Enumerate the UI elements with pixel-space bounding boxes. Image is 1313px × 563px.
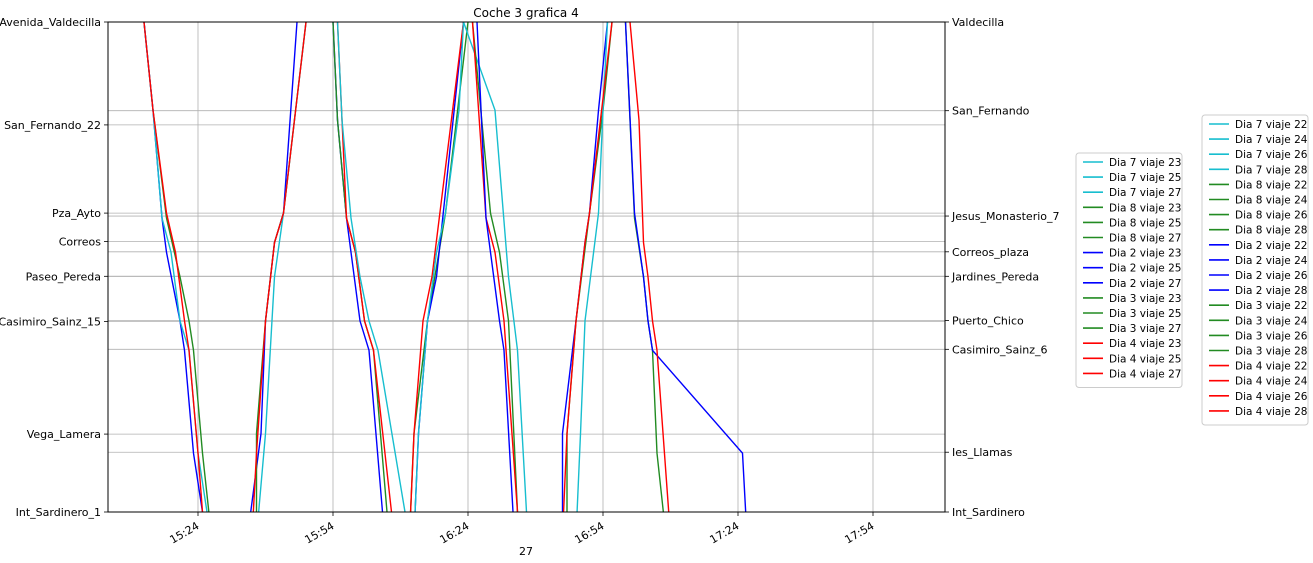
series-line-16 [471,22,519,512]
x-tick-label-1: 15:54 [303,519,337,546]
legend-b-label-18: Dia 4 viaje 26 [1235,391,1308,403]
series-line-0 [143,22,210,512]
right-stop-label-7: Ies_Llamas [952,446,1013,459]
series-line-20 [566,22,613,512]
left-stop-label-7: Int_Sardinero_1 [16,506,101,519]
legend-a-label-3: Dia 8 viaje 23 [1109,202,1181,214]
legend-b-label-1: Dia 7 viaje 24 [1235,134,1308,146]
legend-a-label-0: Dia 7 viaje 23 [1109,157,1181,169]
legend-b-label-2: Dia 7 viaje 26 [1235,149,1308,161]
right-stop-label-4: Jardines_Pereda [951,270,1039,283]
legend-b-label-17: Dia 4 viaje 24 [1235,376,1308,388]
legend-b-label-8: Dia 2 viaje 22 [1235,240,1307,252]
x-tick-label-0: 15:24 [168,519,202,546]
right-stop-label-3: Correos_plaza [952,246,1029,259]
right-stop-label-2: Jesus_Monasterio_7 [951,210,1060,223]
legend-a-label-2: Dia 7 viaje 27 [1109,187,1181,199]
series-line-25 [629,22,670,512]
series-line-10 [336,22,393,512]
legend-b: Dia 7 viaje 22 Dia 7 viaje 24 Dia 7 viaje … [1201,114,1309,426]
series-layer [143,22,747,512]
right-stop-label-1: San_Fernando [952,105,1030,118]
legend-a-label-9: Dia 3 viaje 23 [1109,293,1181,305]
legend-b-label-11: Dia 2 viaje 28 [1235,285,1307,297]
left-stop-label-6: Vega_Lamera [27,428,101,441]
legend-b-label-0: Dia 7 viaje 22 [1235,119,1307,131]
legend-b-label-15: Dia 3 viaje 28 [1235,346,1307,358]
legend-a-label-11: Dia 3 viaje 27 [1109,323,1181,335]
legend-a-label-12: Dia 4 viaje 23 [1109,338,1181,350]
legend-b-label-3: Dia 7 viaje 28 [1235,164,1307,176]
left-stop-label-4: Paseo_Pereda [26,270,101,283]
series-line-3 [143,22,204,512]
left-stop-label-2: Pza_Ayto [52,207,101,220]
x-tick-label-2: 16:24 [438,519,472,546]
legend-b-label-12: Dia 3 viaje 22 [1235,300,1307,312]
series-line-15 [414,22,528,512]
series-line-7 [252,22,307,512]
series-line-11 [336,22,406,512]
series-line-18 [476,22,514,512]
legend-a-label-7: Dia 2 viaje 25 [1109,263,1181,275]
chart-title: Coche 3 grafica 4 [473,6,578,20]
axis-layer: 15:24 15:54 16:24 16:54 17:24 17:54 Avenida_Va… [0,16,1060,546]
legend-b-label-7: Dia 8 viaje 28 [1235,225,1307,237]
x-tick-label-5: 17:54 [843,519,877,546]
left-stop-label-0: Avenida_Valdecilla [0,16,101,29]
right-stop-label-5: Puerto_Chico [952,314,1024,327]
series-line-13 [414,22,465,512]
right-stop-label-8: Int_Sardinero [952,506,1025,519]
legend-b-label-14: Dia 3 viaje 26 [1235,330,1308,342]
legend-a-label-13: Dia 4 viaje 25 [1109,353,1181,365]
series-line-14 [409,22,465,512]
legend-b-label-13: Dia 3 viaje 24 [1235,315,1308,327]
series-line-4 [250,22,298,512]
legend-a-label-4: Dia 8 viaje 25 [1109,217,1181,229]
plot-frame [107,21,946,513]
legend-a-label-14: Dia 4 viaje 27 [1109,368,1181,380]
legend-b-label-10: Dia 2 viaje 26 [1235,270,1308,282]
x-tick-label-4: 17:24 [708,519,742,546]
series-line-2 [143,22,208,512]
legend-b-label-16: Dia 4 viaje 22 [1235,361,1307,373]
legend-a: Dia 7 viaje 23 Dia 7 viaje 25 Dia 7 viaje … [1075,152,1183,388]
legend-b-label-19: Dia 4 viaje 28 [1235,406,1307,418]
grid-layer [108,21,945,513]
series-line-24 [624,22,747,512]
legend-b-box [1201,114,1309,426]
legend-a-label-6: Dia 2 viaje 23 [1109,248,1181,260]
legend-b-label-6: Dia 8 viaje 26 [1235,210,1308,222]
series-line-6 [257,22,307,512]
legend-a-label-1: Dia 7 viaje 25 [1109,172,1181,184]
series-line-22 [562,22,613,512]
legend-a-label-10: Dia 3 viaje 25 [1109,308,1181,320]
legend-b-label-9: Dia 2 viaje 24 [1235,255,1308,267]
x-tick-label-3: 16:54 [573,519,607,546]
series-line-23 [624,22,665,512]
series-line-19 [561,22,609,512]
left-stop-label-1: San_Fernando_22 [4,119,101,132]
legend-b-label-4: Dia 8 viaje 22 [1235,179,1307,191]
right-stop-label-0: Valdecilla [952,16,1004,29]
series-line-17 [471,22,519,512]
right-stop-label-6: Casimiro_Sainz_6 [952,343,1048,356]
left-stop-label-3: Correos [59,236,102,249]
legend-a-label-5: Dia 8 viaje 27 [1109,233,1181,245]
legend-b-label-5: Dia 8 viaje 24 [1235,195,1308,207]
x-axis-label: 27 [519,545,533,558]
left-stop-label-5: Casimiro_Sainz_15 [0,315,101,328]
legend-a-label-8: Dia 2 viaje 27 [1109,278,1181,290]
